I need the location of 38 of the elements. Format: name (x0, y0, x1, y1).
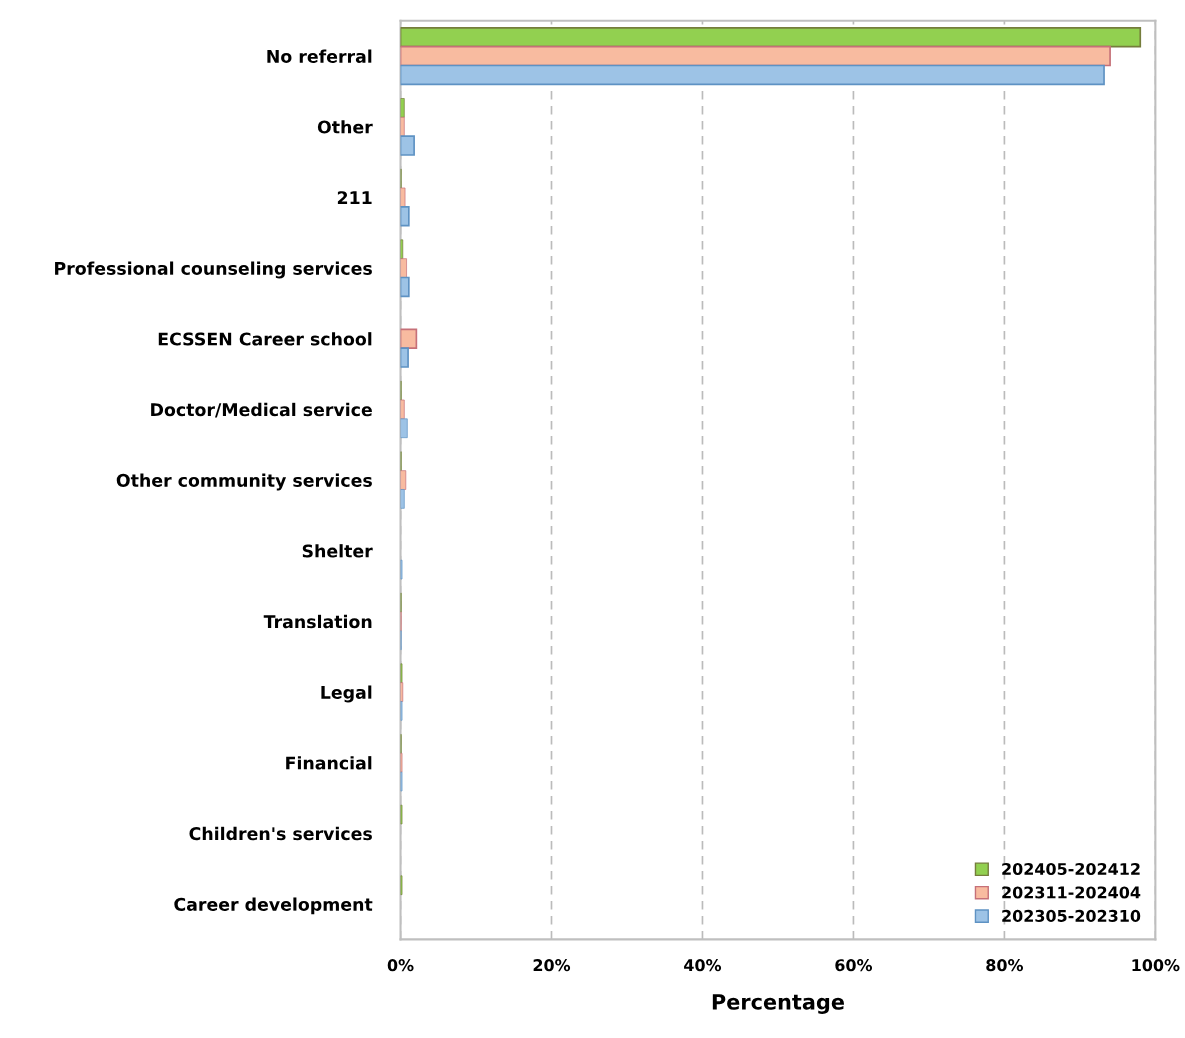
y-tick-label: 211 (337, 191, 372, 205)
bar (400, 64, 1105, 86)
y-tick-label: Translation (263, 614, 372, 629)
bar (400, 116, 405, 137)
y-tick-label: Shelter (302, 544, 373, 558)
y-tick-label: Financial (286, 756, 372, 770)
y-tick-label: ECSSEN Career school (158, 332, 372, 346)
bar (400, 258, 407, 278)
x-tick-label: 40% (684, 959, 722, 972)
bar (400, 187, 406, 208)
x-tick-label: 60% (835, 959, 873, 972)
x-tick-label: 20% (533, 959, 571, 972)
bar (400, 328, 418, 350)
y-tick-label: Children's services (189, 826, 372, 841)
bar (400, 26, 1142, 48)
bar (400, 135, 415, 156)
x-tick-label: 80% (986, 959, 1024, 972)
bar (400, 399, 405, 420)
legend-label: 202405-202412 (1002, 862, 1140, 876)
y-tick-label: No referral (267, 49, 372, 63)
bar (400, 276, 410, 298)
bar (400, 98, 405, 118)
y-tick-label: Career development (174, 897, 373, 915)
y-tick-label: Other (317, 120, 373, 134)
bar (400, 347, 409, 368)
legend-label: 202311-202404 (1002, 886, 1141, 899)
y-tick-label: Professional counseling services (55, 261, 372, 279)
y-tick-label: Doctor/Medical service (151, 402, 372, 418)
y-tick-label: Legal (321, 685, 372, 703)
bar (400, 206, 410, 227)
legend-label: 202305-202310 (1002, 909, 1141, 922)
y-tick-label: Other community services (116, 473, 372, 491)
bar (400, 418, 408, 439)
bar (400, 45, 1111, 67)
x-tick-label: 0% (387, 959, 414, 972)
bar (400, 489, 405, 509)
x-axis-title: Percentage (712, 994, 844, 1014)
x-tick-label: 100% (1132, 959, 1180, 972)
